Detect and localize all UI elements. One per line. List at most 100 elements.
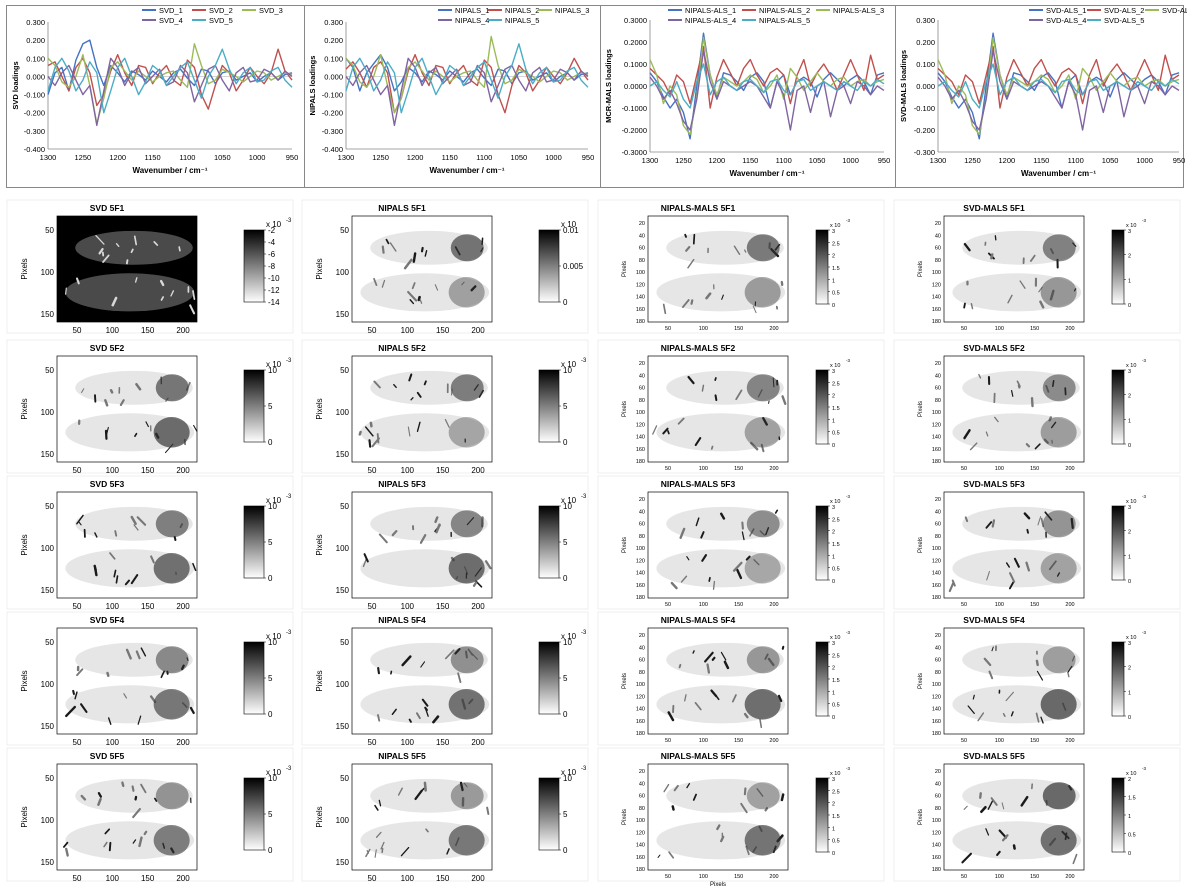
colorbar-tick-label: 0 — [832, 443, 835, 449]
map-title: SVD-MALS 5F4 — [963, 615, 1025, 625]
tissue-texture — [104, 399, 109, 407]
tissue-texture — [159, 279, 165, 287]
y-tick-label: -0.2000 — [622, 126, 647, 135]
colorbar-tick-label: 0 — [1128, 851, 1131, 857]
tissue-texture — [1073, 288, 1077, 292]
tissue-texture — [986, 570, 990, 581]
tissue-texture — [104, 828, 111, 835]
tissue-texture — [393, 383, 397, 389]
y-tick-label: 40 — [639, 645, 645, 651]
colorbar-exponent: x 10 — [266, 360, 282, 369]
colorbar-tick-label: 0.01 — [563, 226, 579, 235]
y-tick-label: 50 — [340, 502, 349, 511]
tissue-texture — [1070, 517, 1074, 530]
y-tick-label: 0.000 — [324, 72, 343, 81]
tissue-texture — [1019, 280, 1026, 289]
tissue-texture — [465, 650, 468, 659]
tissue-section — [370, 370, 488, 405]
tissue-section — [952, 549, 1082, 588]
map-axes — [647, 491, 789, 599]
tissue-texture — [164, 443, 174, 454]
tissue-section — [962, 506, 1080, 541]
tissue-texture — [434, 284, 439, 291]
x-tick-label: 1300 — [40, 153, 57, 162]
tissue-texture — [1011, 390, 1014, 397]
colorbar-tick-label: 1.5 — [1128, 796, 1136, 802]
colorbar-exponent-power: -3 — [846, 766, 850, 771]
tissue-texture — [1038, 286, 1043, 293]
tissue-texture — [967, 705, 975, 715]
x-tick-label: 1200 — [407, 153, 424, 162]
tissue-texture — [408, 718, 412, 723]
map-axes — [56, 215, 198, 323]
tissue-texture — [667, 430, 670, 435]
tissue-texture — [749, 441, 759, 451]
colorbar-tick-label: -6 — [268, 250, 276, 259]
score-map-panel: NIPALS-MALS 5F52040608010012014016018050… — [597, 747, 885, 888]
series-line-3 — [937, 36, 1180, 136]
tissue-texture — [768, 400, 770, 404]
tissue-texture — [762, 417, 768, 426]
colorbar-tick-label: 0.5 — [832, 567, 840, 573]
tissue-texture — [991, 646, 994, 652]
tissue-texture — [423, 380, 427, 386]
tissue-texture — [421, 698, 429, 707]
y-tick-label: 50 — [340, 366, 349, 375]
tissue-texture — [111, 296, 118, 307]
y-tick-label: 180 — [932, 867, 941, 873]
tissue-texture — [704, 651, 714, 663]
colorbar-tick-label: 5 — [563, 402, 568, 411]
map-axes — [351, 215, 493, 323]
x-tick-label: 100 — [699, 602, 708, 608]
y-tick-label: 80 — [935, 670, 941, 676]
dense-region — [1042, 510, 1076, 538]
x-tick-label: 950 — [582, 153, 595, 162]
x-tick-label: 50 — [665, 466, 671, 472]
y-tick-label: 80 — [935, 398, 941, 404]
y-tick-label: 140 — [932, 707, 941, 713]
colorbar-tick-label: 3 — [1128, 369, 1131, 375]
tissue-texture — [121, 781, 125, 788]
panel-frame — [6, 475, 294, 610]
tissue-texture — [1067, 672, 1070, 678]
tissue-section — [65, 549, 195, 588]
y-tick-label: 160 — [636, 447, 645, 453]
colorbar-tick-label: 1.5 — [832, 266, 840, 272]
legend-label: SVD-ALS_4 — [1046, 16, 1086, 25]
x-tick-label: 1050 — [511, 153, 528, 162]
tissue-section — [360, 685, 490, 724]
panel-frame — [597, 747, 885, 882]
colorbar-tick-label: -10 — [268, 274, 280, 283]
y-axis-label: SVD-MALS loadings — [899, 50, 908, 122]
colorbar — [243, 369, 265, 443]
tissue-texture — [435, 523, 441, 534]
colorbar-exponent: x 10 — [266, 768, 282, 777]
colorbar-tick-label: 0 — [268, 574, 273, 583]
colorbar-exponent-power: -3 — [581, 766, 587, 772]
colorbar-tick-label: 0 — [563, 574, 568, 583]
colorbar — [243, 641, 265, 715]
y-tick-label: 120 — [932, 558, 941, 564]
colorbar-tick-label: 5 — [268, 538, 273, 547]
x-tick-label: 50 — [961, 466, 967, 472]
y-tick-label: 60 — [639, 522, 645, 528]
tissue-texture — [450, 556, 455, 562]
y-tick-label: 60 — [639, 794, 645, 800]
y-axis-label: Pixels — [918, 809, 924, 825]
y-tick-label: 40 — [935, 781, 941, 787]
y-tick-label: 60 — [935, 522, 941, 528]
dense-region — [448, 689, 485, 720]
tissue-texture — [991, 519, 996, 528]
tissue-texture — [192, 562, 197, 572]
colorbar-exponent-power: -3 — [286, 630, 292, 636]
tissue-texture — [134, 432, 138, 437]
y-tick-label: 20 — [639, 769, 645, 775]
colorbar-tick-label: 1 — [832, 554, 835, 560]
x-tick-label: 200 — [176, 602, 190, 611]
x-tick-label: 1300 — [930, 156, 947, 165]
colorbar-tick-label: 10 — [268, 638, 277, 647]
colorbar-tick-label: 2 — [832, 666, 835, 672]
x-tick-label: 50 — [368, 738, 377, 747]
y-tick-label: 40 — [639, 509, 645, 515]
colorbar-tick-label: 3 — [832, 777, 835, 783]
